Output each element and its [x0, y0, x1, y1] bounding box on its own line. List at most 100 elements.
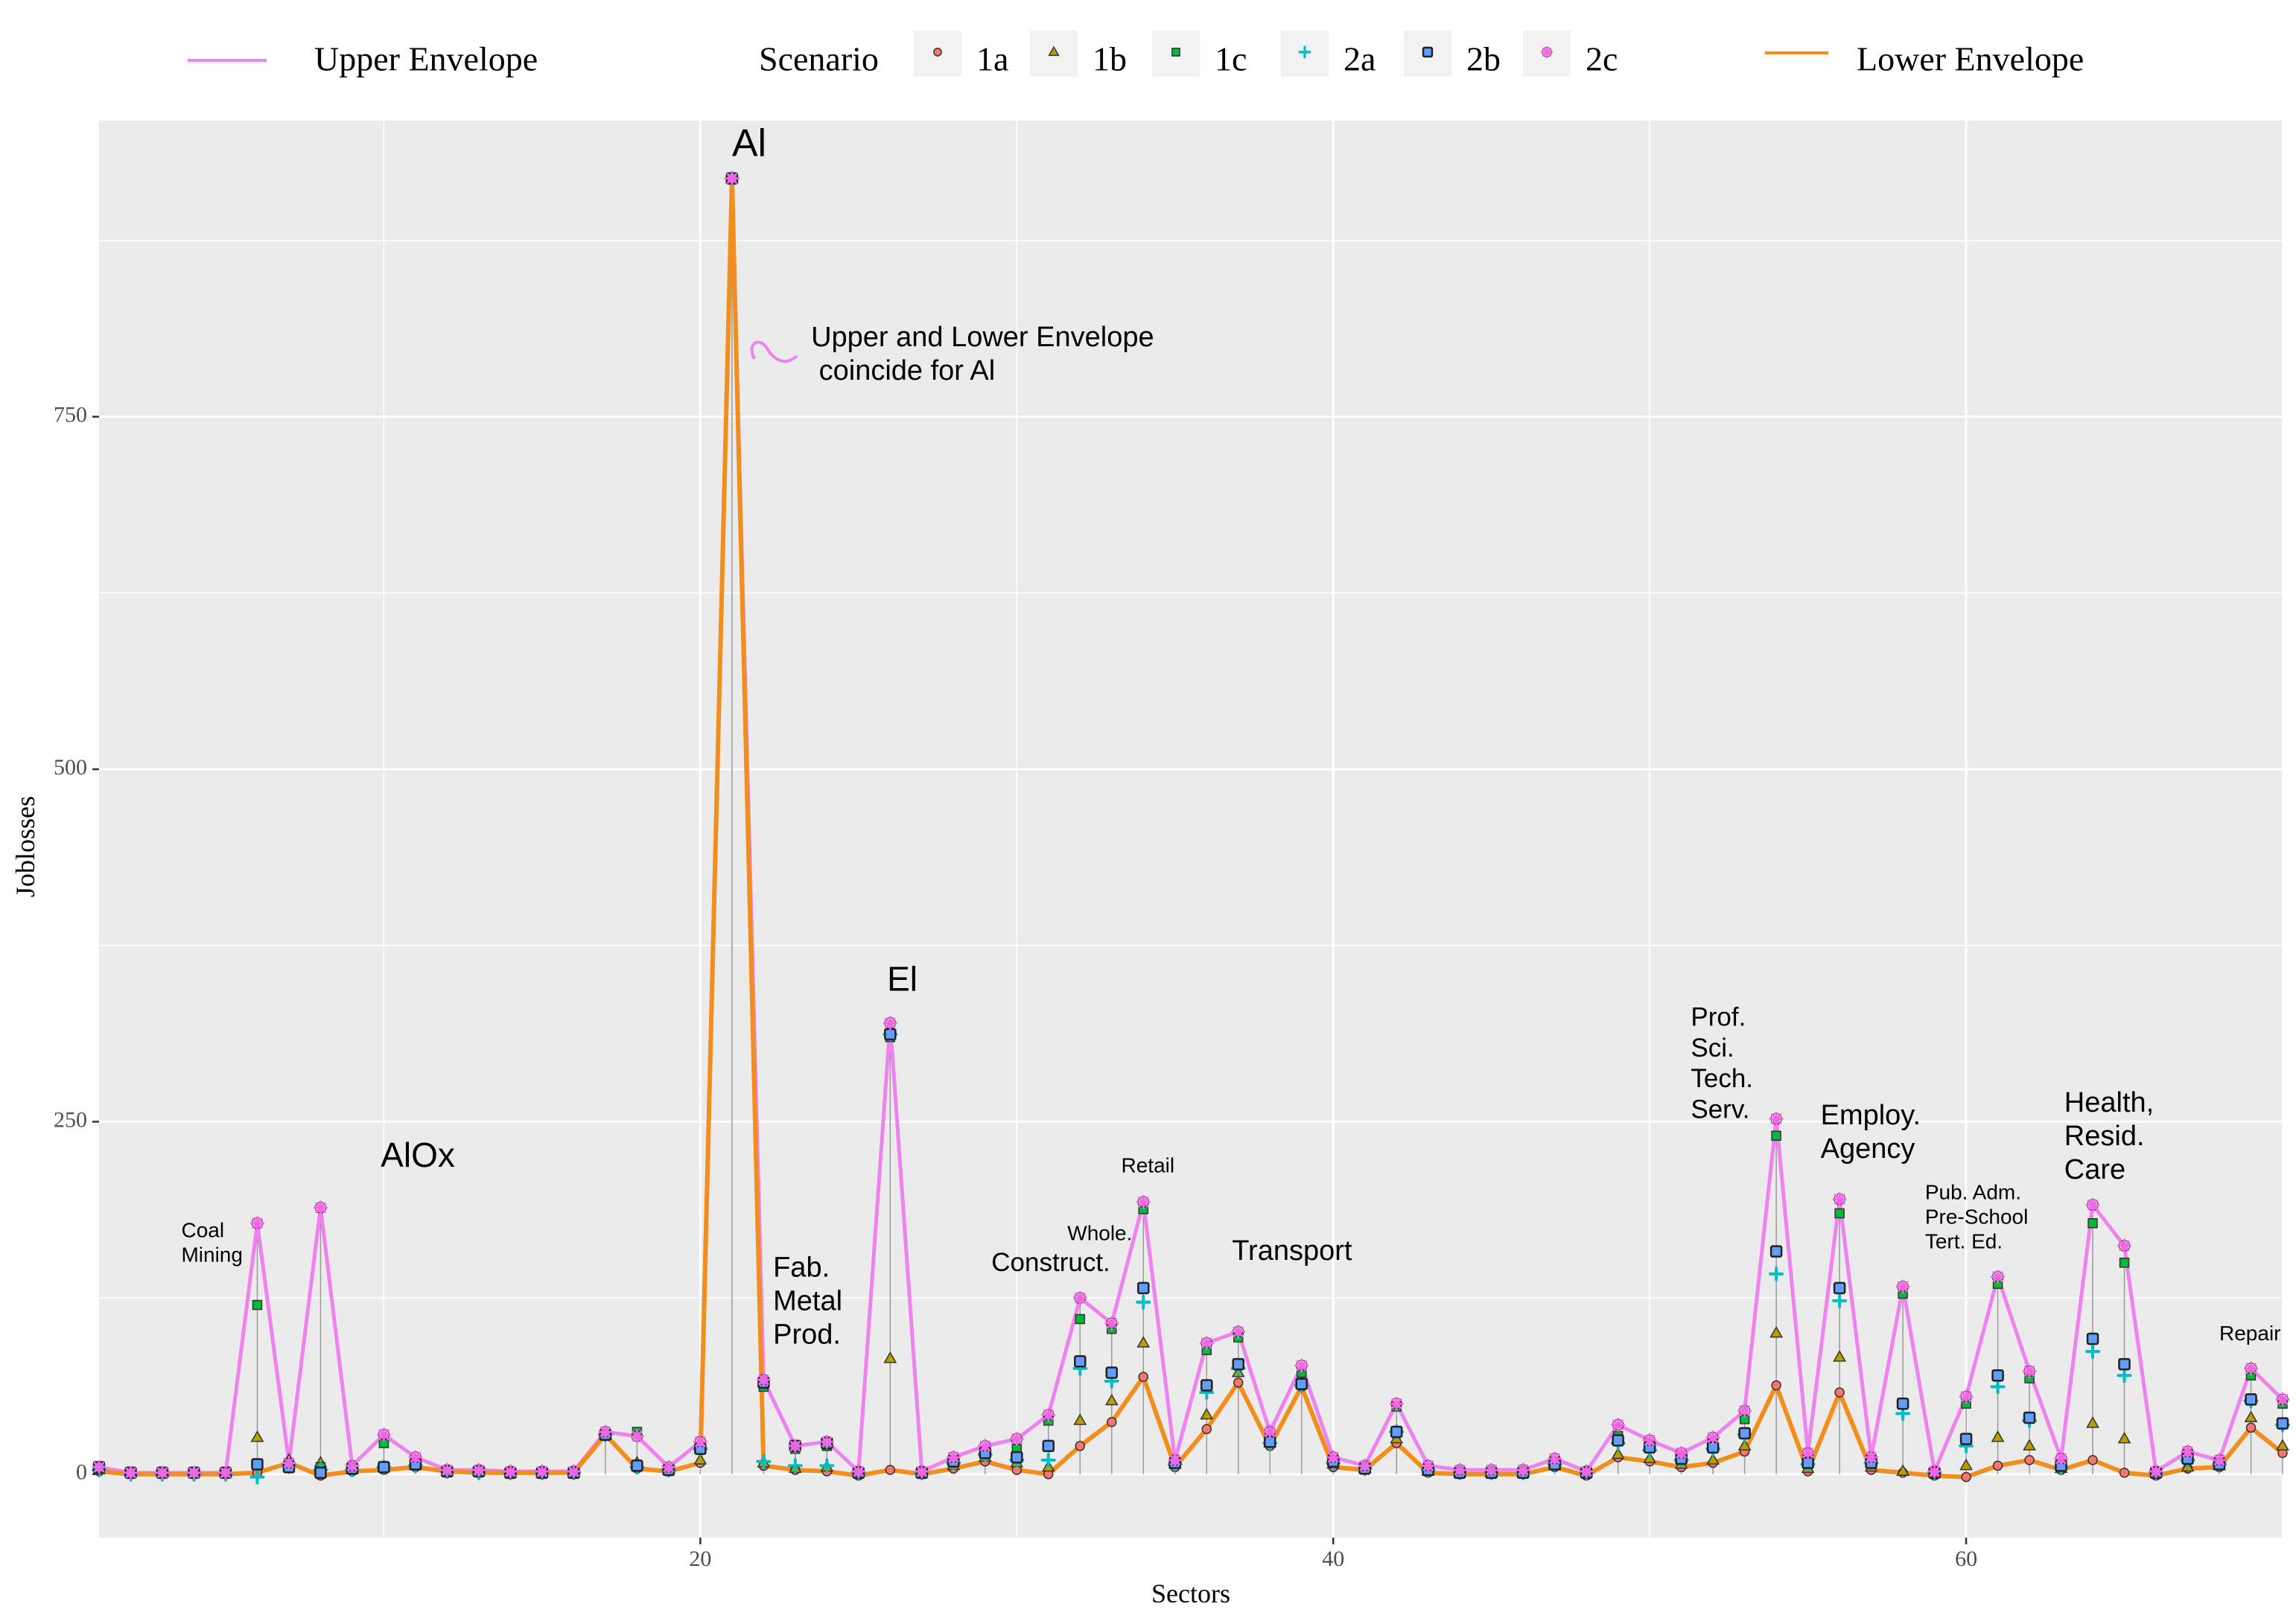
point-2c [2054, 1451, 2069, 1466]
point-1a [2087, 1455, 2098, 1465]
point-2c [661, 1459, 676, 1474]
point-1b [250, 1430, 264, 1442]
legend-label-1b: 1b [1093, 40, 1127, 78]
point-1b [2086, 1416, 2099, 1428]
point-2c [978, 1439, 993, 1453]
point-1b [693, 1453, 707, 1465]
point-1a [1138, 1372, 1149, 1382]
point-2b [631, 1459, 643, 1472]
y-tick-label: 500 [54, 755, 87, 780]
annotation-label: El [887, 959, 918, 998]
point-2c [1168, 1453, 1183, 1468]
legend-scenario-keys: 1a 1b 1c 2a 2b 2c [914, 31, 1618, 78]
point-2c [313, 1200, 328, 1215]
point-1b [1136, 1336, 1151, 1348]
point-2b [1295, 1378, 1308, 1390]
point-1b [1104, 1393, 1119, 1406]
point-2c [376, 1427, 391, 1442]
point-1a [1771, 1380, 1781, 1391]
point-2c [439, 1462, 454, 1477]
y-tick-label: 750 [54, 403, 87, 427]
point-2c [1072, 1290, 1087, 1305]
point-2c [92, 1459, 106, 1474]
legend-label-2c: 2c [1586, 40, 1618, 78]
legend-label-2b: 2b [1466, 40, 1501, 78]
point-2c [1136, 1194, 1151, 1209]
minor-gridlines [99, 121, 2283, 1538]
point-2c [1705, 1430, 1720, 1445]
point-1a [1107, 1416, 1117, 1427]
point-1a [2024, 1455, 2035, 1465]
point-2c [851, 1464, 866, 1479]
y-axis-title: Joblosses [10, 796, 40, 897]
point-1b [1896, 1464, 1909, 1476]
legend-lower-label: Lower Envelope [1857, 40, 2084, 78]
y-tick-label: 250 [54, 1107, 87, 1132]
point-2c [1895, 1279, 1910, 1294]
point-1c [1834, 1208, 1845, 1219]
point-2c [124, 1465, 138, 1480]
point-2c [1864, 1450, 1879, 1465]
point-1b [1769, 1325, 1784, 1338]
point-2c [1231, 1325, 1246, 1339]
x-tick-label: 60 [1955, 1547, 1977, 1571]
x-tick-label: 40 [1322, 1547, 1344, 1571]
point-1a [2119, 1468, 2130, 1478]
point-2b [1612, 1434, 1624, 1447]
point-2c [1294, 1358, 1309, 1373]
point-2c [1009, 1432, 1024, 1446]
point-2c [1674, 1445, 1689, 1460]
point-2a [787, 1458, 803, 1474]
lower-envelope-line [98, 176, 2284, 1480]
point-2c [1737, 1404, 1752, 1418]
point-1c [1771, 1130, 1781, 1141]
point-2b [1896, 1397, 1909, 1410]
point-2b [2276, 1417, 2289, 1430]
point-1a [2245, 1422, 2257, 1433]
point-2c [1579, 1464, 1594, 1479]
annotation-label: Construct. [991, 1248, 1110, 1277]
legend-marker-1b [1048, 45, 1060, 57]
point-1c [2087, 1217, 2098, 1229]
y-axis-ticks: 0 250 500 750 [54, 403, 99, 1485]
legend-label-2a: 2a [1343, 40, 1376, 78]
point-1b [883, 1351, 897, 1363]
point-2a [1040, 1452, 1056, 1468]
point-2c [1991, 1270, 2006, 1284]
point-2c [819, 1434, 834, 1449]
point-2c [535, 1464, 550, 1479]
point-1b [2276, 1439, 2289, 1451]
point-2b [2086, 1332, 2099, 1346]
point-2c [2244, 1361, 2258, 1376]
annotation-label: Al [732, 121, 766, 165]
point-2c [1959, 1389, 1974, 1404]
point-2c [566, 1464, 581, 1479]
legend-marker-2b [1422, 46, 1434, 58]
point-2c [915, 1464, 929, 1479]
annotation-label: Health, Resid. Care [2064, 1087, 2154, 1185]
annotation-label: Coal Mining [181, 1219, 242, 1267]
point-2b [884, 1028, 897, 1041]
point-2c [1801, 1445, 1816, 1460]
point-2c [598, 1424, 613, 1439]
point-1c [1075, 1313, 1086, 1325]
point-2c [2022, 1364, 2037, 1379]
point-2c [1516, 1462, 1530, 1477]
point-2c [1104, 1316, 1119, 1331]
annotation-label: Employ. Agency [1821, 1100, 1921, 1165]
point-2c [725, 171, 740, 186]
annotation-label: Transport [1232, 1235, 1352, 1267]
point-2c [1832, 1192, 1847, 1207]
point-2a [1832, 1293, 1848, 1308]
y-tick-label: 0 [76, 1460, 87, 1485]
point-2b [1200, 1379, 1213, 1392]
point-2c [788, 1439, 803, 1453]
point-2c [503, 1464, 518, 1479]
point-2c [345, 1458, 360, 1473]
legend-upper-label: Upper Envelope [314, 40, 538, 78]
point-2b [1137, 1281, 1150, 1295]
point-2c [2181, 1445, 2195, 1459]
legend-marker-2a [1298, 45, 1311, 59]
point-1b [2023, 1439, 2036, 1451]
